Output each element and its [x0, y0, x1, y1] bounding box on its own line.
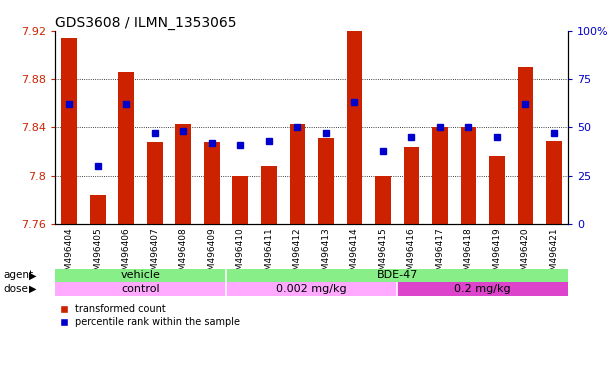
Bar [175, 124, 191, 224]
Bar [546, 141, 562, 224]
Text: vehicle: vehicle [120, 270, 161, 280]
Bar [55, 282, 226, 296]
Text: ▶: ▶ [29, 270, 37, 280]
Bar [461, 127, 477, 224]
Bar [397, 282, 568, 296]
Text: dose: dose [3, 284, 28, 294]
Bar [226, 282, 397, 296]
Bar [489, 156, 505, 224]
Text: 0.002 mg/kg: 0.002 mg/kg [276, 284, 347, 294]
Bar [61, 38, 77, 224]
Bar [518, 67, 533, 224]
Bar [232, 176, 248, 224]
Legend: transformed count, percentile rank within the sample: transformed count, percentile rank withi… [60, 305, 240, 327]
Bar [346, 30, 362, 224]
Bar [318, 138, 334, 224]
Bar [432, 127, 448, 224]
Bar [204, 142, 219, 224]
Text: BDE-47: BDE-47 [376, 270, 418, 280]
Text: 0.2 mg/kg: 0.2 mg/kg [455, 284, 511, 294]
Bar [403, 147, 419, 224]
Bar [90, 195, 106, 224]
Bar [261, 166, 277, 224]
Text: agent: agent [3, 270, 33, 280]
Text: GDS3608 / ILMN_1353065: GDS3608 / ILMN_1353065 [55, 16, 236, 30]
Text: ▶: ▶ [29, 284, 37, 294]
Bar [290, 124, 306, 224]
Text: control: control [121, 284, 160, 294]
Bar [119, 72, 134, 224]
Bar [375, 176, 391, 224]
Bar [147, 142, 163, 224]
